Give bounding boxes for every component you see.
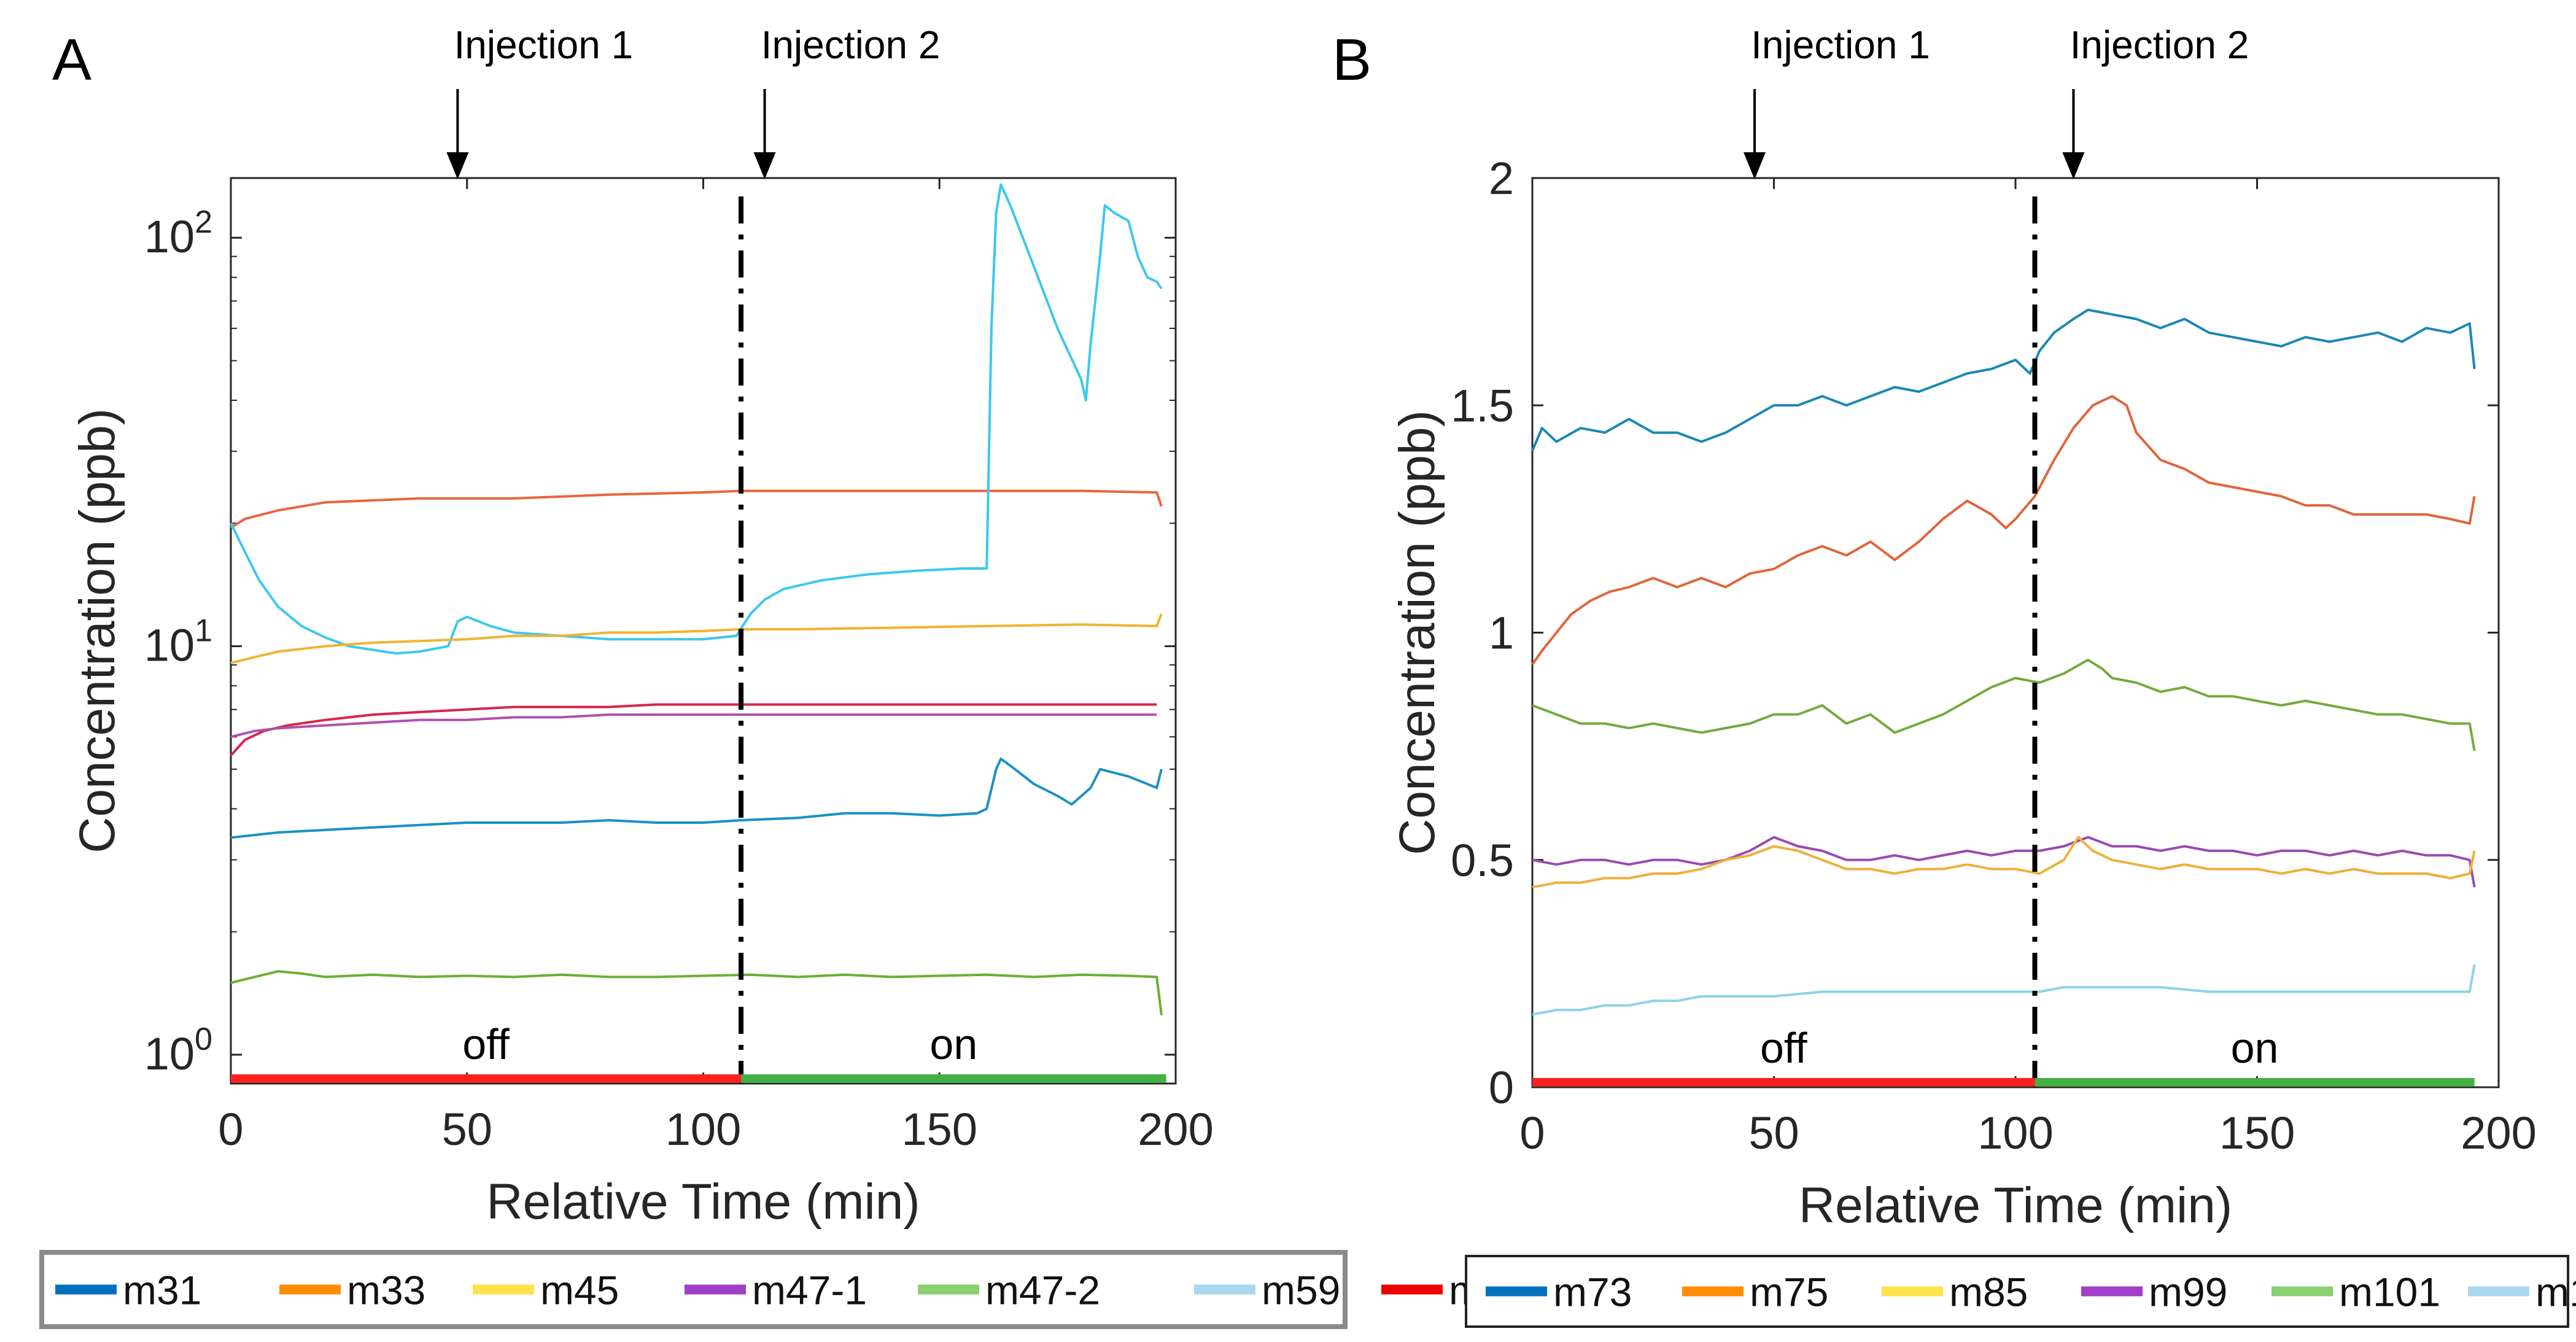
series-line-m47-1-trace <box>230 713 1157 739</box>
injection-arrow-head <box>1744 152 1766 179</box>
injection-label: Injection 2 <box>761 23 941 67</box>
series-line-m73-trace <box>1531 308 2476 452</box>
series-line-m59-trace <box>230 183 1163 655</box>
injection-arrow-head <box>446 152 469 179</box>
legend-entry-m45: m45 <box>540 1268 619 1313</box>
series-line-m101-trace <box>1532 658 2476 751</box>
y-tick-base: 10 <box>144 620 195 671</box>
x-tick-label: 50 <box>1748 1107 1799 1158</box>
series-line-m99-trace <box>1532 836 2476 888</box>
legend-entry-m47-1: m47-1 <box>752 1268 867 1313</box>
y-tick-base: 10 <box>144 211 195 262</box>
y-tick-label: 2 <box>1489 153 1514 204</box>
y-tick-label: 0.5 <box>1451 835 1514 886</box>
series-line-m75-trace <box>1531 395 2476 665</box>
phase-label-off: off <box>462 1020 510 1068</box>
y-tick-base: 10 <box>144 1028 195 1079</box>
series-line-m45-trace <box>230 613 1163 664</box>
y-tick-label: 102 <box>144 204 212 262</box>
y-tick-label: 0 <box>1489 1062 1514 1113</box>
legend-entry-m75: m75 <box>1750 1270 1828 1315</box>
legend-entry-m101: m101 <box>2339 1270 2440 1315</box>
series-line-m117-trace <box>1532 964 2476 1016</box>
injection-label: Injection 1 <box>1751 23 1930 67</box>
legend-entry-m47-2: m47-2 <box>985 1268 1100 1313</box>
x-tick-label: 0 <box>218 1104 243 1155</box>
y-tick-label: 101 <box>144 613 212 671</box>
injection-label: Injection 1 <box>454 23 633 67</box>
legend-entry-m59: m59 <box>1262 1268 1340 1313</box>
series-line-m47-2-trace <box>230 970 1163 1015</box>
y-tick-exponent: 0 <box>195 1022 212 1057</box>
panel-label: A <box>52 27 91 93</box>
y-axis-label: Concentration (ppb) <box>69 408 125 853</box>
series-line-m31-trace <box>230 758 1163 839</box>
injection-arrow-head <box>753 152 776 179</box>
x-axis-label: Relative Time (min) <box>486 1174 920 1230</box>
phase-label-off: off <box>1760 1024 1807 1072</box>
series-line-m33-trace <box>230 489 1163 529</box>
legend-box <box>1465 1255 2569 1328</box>
legend-entry-m73: m73 <box>1553 1270 1632 1315</box>
series-line-m61-trace <box>230 703 1157 757</box>
x-tick-label: 150 <box>902 1104 977 1155</box>
phase-label-on: on <box>929 1020 977 1068</box>
legend-entry-m33: m33 <box>347 1268 425 1313</box>
phase-label-on: on <box>2231 1024 2279 1072</box>
x-tick-label: 200 <box>2461 1107 2536 1158</box>
x-tick-label: 100 <box>665 1104 741 1155</box>
y-tick-label: 100 <box>144 1022 212 1079</box>
x-tick-label: 100 <box>1977 1107 2053 1158</box>
legend-entry-m117: m117 <box>2535 1270 2576 1315</box>
y-axis-label: Concentration (ppb) <box>1389 410 1445 855</box>
legend-entry-m99: m99 <box>2149 1270 2227 1315</box>
y-tick-exponent: 1 <box>195 613 212 649</box>
plot-frame <box>1531 177 2500 1088</box>
y-tick-label: 1 <box>1489 608 1514 659</box>
x-tick-label: 0 <box>1519 1107 1545 1158</box>
x-tick-label: 50 <box>442 1104 492 1155</box>
panel-label: B <box>1332 27 1371 93</box>
y-tick-label: 1.5 <box>1451 380 1514 431</box>
injection-arrow-head <box>2062 152 2085 179</box>
x-axis-label: Relative Time (min) <box>1799 1177 2232 1233</box>
panel-b: B 0 50 100 150 200 0 0.5 1 1.5 2 Relative Time (min… <box>1332 23 2576 1328</box>
x-tick-label: 200 <box>1138 1104 1213 1155</box>
legend-entry-m85: m85 <box>1949 1270 2028 1315</box>
injection-label: Injection 2 <box>2070 23 2249 67</box>
y-tick-exponent: 2 <box>195 204 212 240</box>
legend-entry-m31: m31 <box>123 1268 201 1313</box>
x-tick-label: 150 <box>2219 1107 2295 1158</box>
series-line-m85-trace <box>1532 836 2476 889</box>
